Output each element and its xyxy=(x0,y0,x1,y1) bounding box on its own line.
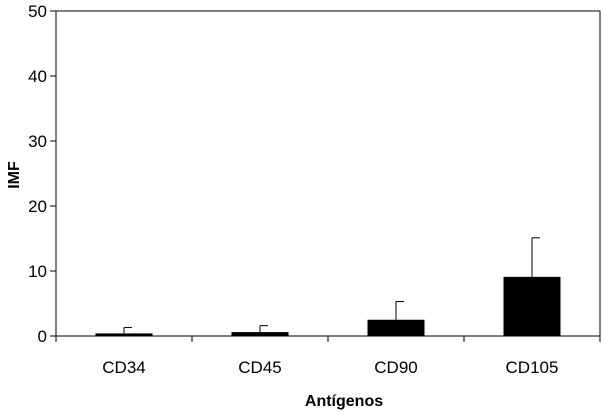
x-tick-label: CD34 xyxy=(102,358,145,377)
x-axis-title: Antígenos xyxy=(305,393,383,410)
bar xyxy=(95,333,153,336)
bar xyxy=(367,319,425,336)
x-axis-ticks: CD34 CD45 CD90 CD105 xyxy=(55,336,601,377)
y-tick-label: 0 xyxy=(38,327,47,346)
y-tick-label: 20 xyxy=(28,197,47,216)
y-axis-ticks: 0 10 20 30 40 50 xyxy=(28,2,56,346)
bars xyxy=(95,237,561,336)
y-tick-label: 40 xyxy=(28,67,47,86)
y-tick-label: 30 xyxy=(28,132,47,151)
y-tick-label: 10 xyxy=(28,262,47,281)
x-tick-label: CD45 xyxy=(238,358,281,377)
bar xyxy=(503,276,561,336)
x-tick-label: CD105 xyxy=(506,358,559,377)
y-tick-label: 50 xyxy=(28,2,47,21)
y-axis-title: IMF xyxy=(6,161,23,189)
x-tick-label: CD90 xyxy=(374,358,417,377)
bar xyxy=(231,332,289,336)
